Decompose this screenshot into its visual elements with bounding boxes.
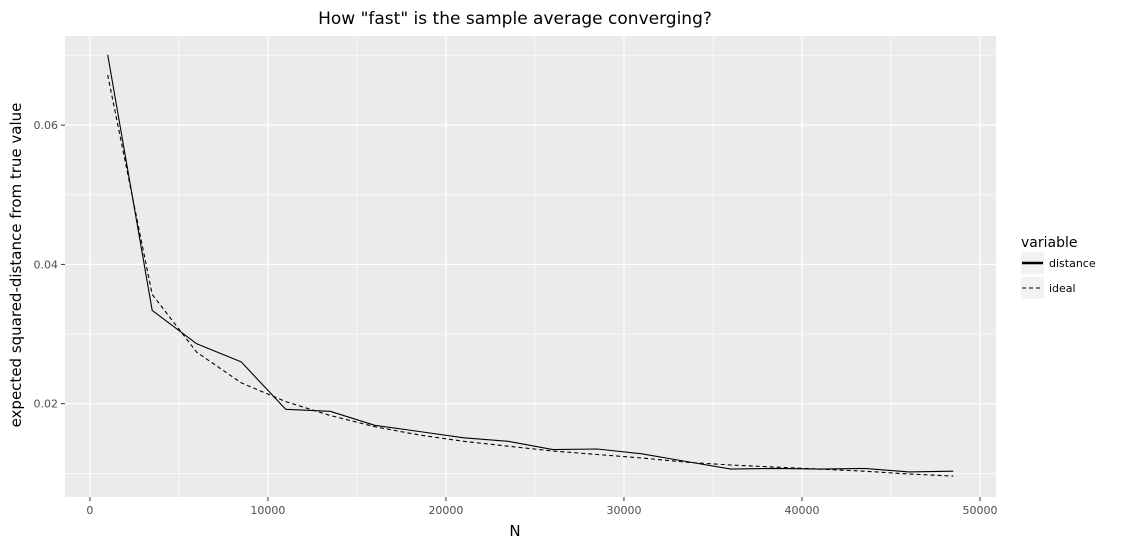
x-tick-label: 30000 <box>606 504 641 517</box>
y-axis-title: expected squared-distance from true valu… <box>7 103 25 428</box>
y-axis-ticks: 0.02 0.04 0.06 <box>34 119 65 411</box>
legend: variable distance ideal <box>1021 235 1096 299</box>
x-tick-label: 0 <box>86 504 93 517</box>
x-tick-label: 40000 <box>784 504 819 517</box>
x-tick-label: 50000 <box>962 504 997 517</box>
x-tick-label: 10000 <box>250 504 285 517</box>
legend-title: variable <box>1021 235 1077 251</box>
legend-label-ideal: ideal <box>1049 282 1076 295</box>
x-axis-title: N <box>509 522 520 540</box>
panel-background <box>65 36 996 497</box>
x-tick-label: 20000 <box>428 504 463 517</box>
chart-title: How "fast" is the sample average converg… <box>318 9 712 29</box>
y-tick-label: 0.06 <box>34 119 59 132</box>
legend-entries: distance ideal <box>1021 252 1096 299</box>
x-axis-ticks: 0 10000 20000 30000 40000 50000 <box>86 497 997 517</box>
gridlines <box>65 36 996 497</box>
y-tick-label: 0.02 <box>34 398 59 411</box>
legend-label-distance: distance <box>1049 257 1096 270</box>
y-tick-label: 0.04 <box>34 258 59 271</box>
series-line-ideal <box>107 74 954 477</box>
plot-panel <box>65 36 996 497</box>
series-lines <box>107 54 954 477</box>
